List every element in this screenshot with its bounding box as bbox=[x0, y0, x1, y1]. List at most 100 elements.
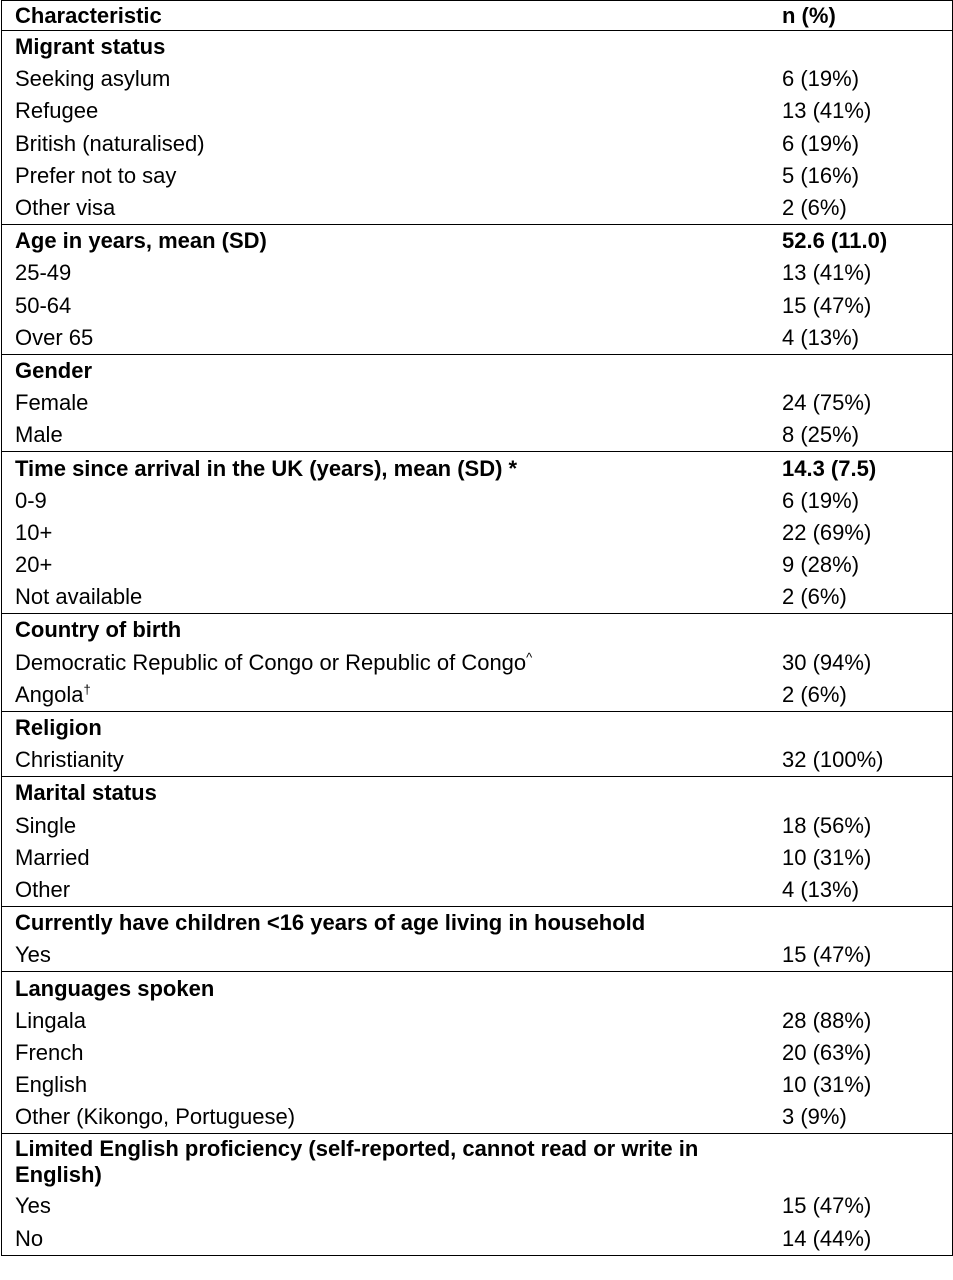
row-label-cell: Other visa bbox=[2, 195, 782, 221]
row-label-cell: Prefer not to say bbox=[2, 163, 782, 189]
section-header-row: Languages spoken bbox=[2, 972, 952, 1004]
table-row: No 14 (44%) bbox=[2, 1223, 952, 1255]
table-row: 25-49 13 (41%) bbox=[2, 257, 952, 289]
table-section: Marital status Single 18 (56%) Married 10 (3… bbox=[2, 777, 952, 908]
row-label: Married bbox=[15, 844, 90, 870]
table-row: Refugee 13 (41%) bbox=[2, 95, 952, 127]
row-label: Over 65 bbox=[15, 324, 94, 350]
row-label-cell: Other (Kikongo, Portuguese) bbox=[2, 1104, 782, 1130]
section-title: Limited English proficiency (self-report… bbox=[15, 1136, 699, 1188]
section-header-row: Marital status bbox=[2, 777, 952, 809]
row-value: 4 (13%) bbox=[782, 324, 860, 350]
row-label-cell: British (naturalised) bbox=[2, 131, 782, 157]
row-label: 50-64 bbox=[15, 292, 72, 318]
row-label-cell: 25-49 bbox=[2, 260, 782, 286]
row-label: Other bbox=[15, 876, 71, 902]
table-section: Age in years, mean (SD) 52.6 (11.0) 25-49 1… bbox=[2, 225, 952, 355]
table-body: Migrant status Seeking asylum 6 (19%) Refug… bbox=[2, 31, 952, 1256]
row-value: 10 (31%) bbox=[782, 844, 872, 870]
table-header-row: Characteristic n (%) bbox=[2, 1, 952, 31]
header-n-percent: n (%) bbox=[782, 3, 836, 28]
row-label: Male bbox=[15, 422, 63, 448]
table-row: Seeking asylum 6 (19%) bbox=[2, 63, 952, 95]
row-value: 22 (69%) bbox=[782, 519, 872, 545]
row-label: Christianity bbox=[15, 747, 124, 773]
table-row: British (naturalised) 6 (19%) bbox=[2, 128, 952, 160]
row-value: 15 (47%) bbox=[782, 942, 872, 968]
row-label: Prefer not to say bbox=[15, 162, 177, 188]
row-label: Not available bbox=[15, 584, 143, 610]
row-label-cell: 50-64 bbox=[2, 293, 782, 319]
table-section: Currently have children <16 years of age… bbox=[2, 907, 952, 973]
table-row: Female 24 (75%) bbox=[2, 387, 952, 419]
row-value: 15 (47%) bbox=[782, 292, 872, 318]
section-header-row: Time since arrival in the UK (years), me… bbox=[2, 452, 952, 484]
table-row: Yes 15 (47%) bbox=[2, 939, 952, 971]
row-label-cell: 20+ bbox=[2, 552, 782, 578]
row-value: 28 (88%) bbox=[782, 1007, 872, 1033]
section-header-row: Limited English proficiency (self-report… bbox=[2, 1134, 952, 1190]
section-header-row: Country of birth bbox=[2, 614, 952, 646]
section-summary-value: 52.6 (11.0) bbox=[782, 228, 888, 254]
table-row: 20+ 9 (28%) bbox=[2, 549, 952, 581]
row-label-cell: 10+ bbox=[2, 520, 782, 546]
row-label-cell: English bbox=[2, 1072, 782, 1098]
table-row: Married 10 (31%) bbox=[2, 842, 952, 874]
row-label: Other (Kikongo, Portuguese) bbox=[15, 1104, 296, 1130]
row-label: Seeking asylum bbox=[15, 66, 171, 92]
section-header-row: Currently have children <16 years of age… bbox=[2, 907, 952, 939]
row-label-cell: Married bbox=[2, 845, 782, 871]
section-title: Age in years, mean (SD) bbox=[15, 228, 267, 254]
row-label-cell: Yes bbox=[2, 942, 782, 968]
table-row: Other (Kikongo, Portuguese) 3 (9%) bbox=[2, 1101, 952, 1133]
row-label: 0-9 bbox=[15, 487, 47, 513]
row-value: 2 (6%) bbox=[782, 584, 847, 610]
row-label: English bbox=[15, 1072, 88, 1098]
row-label: Angola bbox=[15, 681, 84, 707]
row-value: 13 (41%) bbox=[782, 98, 872, 124]
row-value: 24 (75%) bbox=[782, 390, 872, 416]
row-value: 9 (28%) bbox=[782, 552, 860, 578]
footnote-marker: ^ bbox=[526, 649, 533, 665]
table-row: French 20 (63%) bbox=[2, 1037, 952, 1069]
table-row: English 10 (31%) bbox=[2, 1069, 952, 1101]
row-value: 2 (6%) bbox=[782, 681, 847, 707]
section-title: Migrant status bbox=[15, 34, 166, 60]
row-value: 6 (19%) bbox=[782, 487, 860, 513]
table-section: Migrant status Seeking asylum 6 (19%) Refug… bbox=[2, 31, 952, 226]
row-label-cell: 0-9 bbox=[2, 488, 782, 514]
section-title: Time since arrival in the UK (years), me… bbox=[15, 455, 518, 481]
table-row: Yes 15 (47%) bbox=[2, 1190, 952, 1222]
section-header-row: Migrant status bbox=[2, 31, 952, 63]
row-value: 30 (94%) bbox=[782, 649, 872, 675]
row-label-cell: Single bbox=[2, 813, 782, 839]
row-value: 5 (16%) bbox=[782, 162, 860, 188]
table-row: Other visa 2 (6%) bbox=[2, 192, 952, 224]
section-header-row: Gender bbox=[2, 355, 952, 387]
table-section: Languages spoken Lingala 28 (88%) French 20 … bbox=[2, 972, 952, 1135]
row-value: 32 (100%) bbox=[782, 747, 884, 773]
table-row: Other 4 (13%) bbox=[2, 874, 952, 906]
row-value: 15 (47%) bbox=[782, 1193, 872, 1219]
table-row: 0-9 6 (19%) bbox=[2, 485, 952, 517]
row-label-cell: Lingala bbox=[2, 1008, 782, 1034]
table-section: Religion Christianity 32 (100%) bbox=[2, 712, 952, 778]
table-row: Prefer not to say 5 (16%) bbox=[2, 160, 952, 192]
table-row: 50-64 15 (47%) bbox=[2, 290, 952, 322]
section-header-row: Religion bbox=[2, 712, 952, 744]
table-row: Single 18 (56%) bbox=[2, 810, 952, 842]
section-title: Gender bbox=[15, 357, 93, 383]
row-value: 10 (31%) bbox=[782, 1072, 872, 1098]
table-section: Limited English proficiency (self-report… bbox=[2, 1134, 952, 1256]
row-label-cell: Female bbox=[2, 390, 782, 416]
row-label: Single bbox=[15, 812, 77, 838]
row-label: 20+ bbox=[15, 552, 53, 578]
section-header-row: Age in years, mean (SD) 52.6 (11.0) bbox=[2, 225, 952, 257]
row-value: 18 (56%) bbox=[782, 812, 872, 838]
section-title: Currently have children <16 years of age… bbox=[15, 910, 646, 936]
row-value: 2 (6%) bbox=[782, 195, 847, 221]
row-label-cell: Democratic Republic of Congo or Republic… bbox=[2, 650, 782, 676]
table-row: Democratic Republic of Congo or Republic… bbox=[2, 647, 952, 679]
row-label-cell: Christianity bbox=[2, 747, 782, 773]
